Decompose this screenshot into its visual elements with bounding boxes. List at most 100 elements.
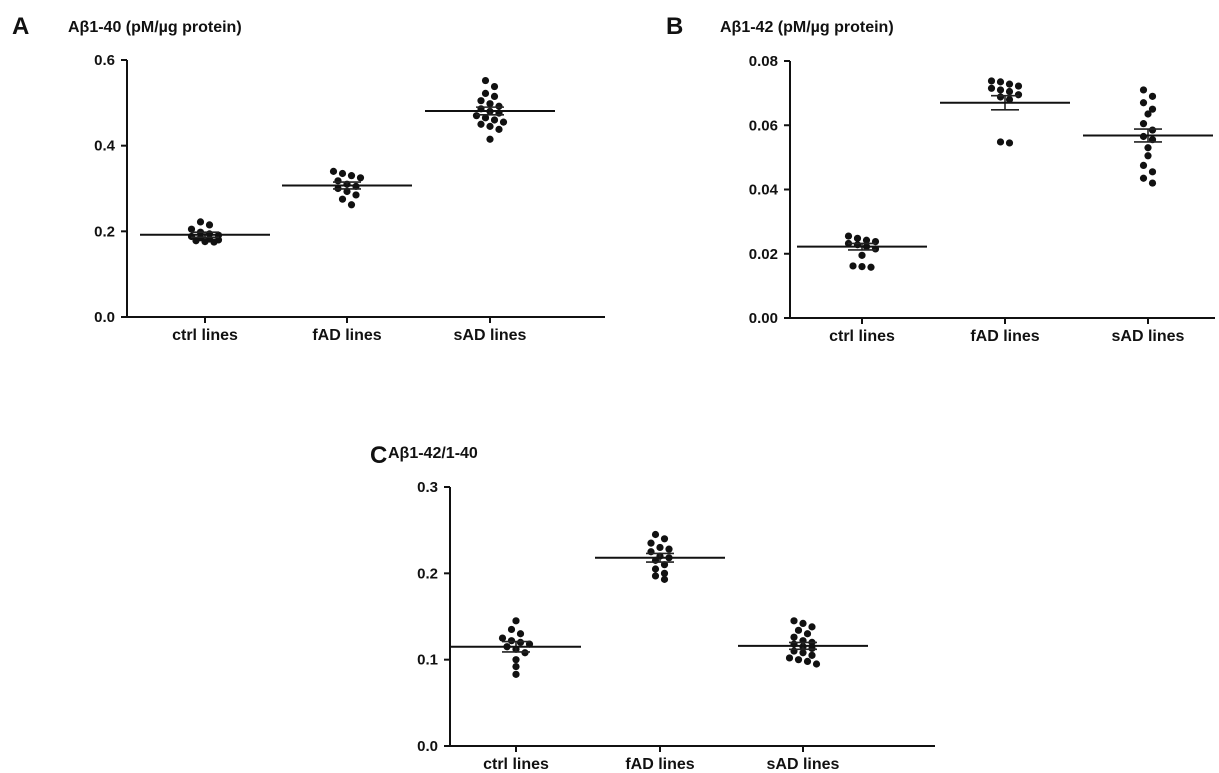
panel-a-data-point xyxy=(347,201,356,209)
panel-a-title: Aβ1-40 (pM/µg protein) xyxy=(68,19,242,36)
panel-c-data-point xyxy=(799,619,807,628)
panel-a-data-point xyxy=(477,97,485,105)
panel-c-data-point xyxy=(516,638,525,647)
panel-c-data-point xyxy=(512,662,520,671)
panel-a-data-point xyxy=(205,221,214,229)
panel-c-data-point xyxy=(507,625,516,634)
panel-b-y-tick-label: 0.04 xyxy=(749,182,779,199)
panel-b-y-tick-label: 0.02 xyxy=(749,246,778,263)
panel-a-data-point xyxy=(490,82,499,91)
panel-b-category-label: fAD lines xyxy=(970,328,1039,345)
panel-b-data-point xyxy=(1144,110,1152,118)
panel-a-y-tick-label: 0.4 xyxy=(94,138,116,155)
panel-b-data-point xyxy=(858,263,866,271)
panel-a-y-tick-label: 0.0 xyxy=(94,309,115,326)
panel-c-data-point xyxy=(803,630,812,638)
panel-b-letter: B xyxy=(666,13,683,40)
panel-b-data-point xyxy=(1139,174,1148,182)
panel-b-data-point xyxy=(996,93,1005,101)
panel-b-data-point xyxy=(1005,80,1014,88)
panel-b-y-tick-label: 0.06 xyxy=(749,117,778,134)
panel-b-data-point xyxy=(1148,126,1157,134)
panel-b-data-point xyxy=(1139,120,1148,128)
panel-c-data-point xyxy=(660,535,669,543)
panel-b-data-point xyxy=(1139,86,1148,94)
panel-b-data-point xyxy=(1005,95,1014,104)
panel-c-y-tick-label: 0.0 xyxy=(417,738,438,755)
panel-b-data-point xyxy=(849,262,857,270)
panel-b-data-point xyxy=(1005,87,1014,96)
panel-b-category-label: sAD lines xyxy=(1112,328,1185,345)
panel-a-data-point xyxy=(486,100,494,108)
panel-a-data-point xyxy=(187,225,196,233)
panel-a-data-point xyxy=(495,125,503,133)
panel-b-data-point xyxy=(1139,161,1148,170)
panel-c-data-point xyxy=(651,530,660,539)
panel-a-data-point xyxy=(338,169,347,178)
panel-c-data-point xyxy=(790,633,798,641)
panel-c-y-tick-label: 0.3 xyxy=(417,479,438,496)
panel-c-data-point xyxy=(799,649,807,657)
panel-b-y-tick-label: 0.08 xyxy=(749,53,778,70)
panel-a-data-point xyxy=(201,238,209,246)
panel-a-category-label: ctrl lines xyxy=(172,327,238,344)
panel-c-data-point xyxy=(785,654,794,662)
panel-c-data-point xyxy=(498,634,507,642)
panel-c-data-point xyxy=(651,572,660,580)
panel-a: A Aβ1-40 (pM/µg protein) 0.0 0.2 0.4 0.6 ctr… xyxy=(12,13,605,344)
panel-b-data-point xyxy=(996,86,1005,94)
panel-a-data-point xyxy=(486,135,494,143)
panel-c-data-point xyxy=(660,575,669,583)
panel-a-data-point xyxy=(490,116,499,124)
panel-c-data-point xyxy=(647,539,655,547)
panel-a-letter: A xyxy=(12,13,29,40)
panel-a-data-point xyxy=(347,172,356,180)
panel-a-category-label: fAD lines xyxy=(312,327,381,344)
panel-c-data-point xyxy=(812,660,821,668)
panel-a-data-point xyxy=(472,112,481,120)
panel-c-data-point xyxy=(516,630,525,638)
panel-c: C Aβ1-42/1-40 0.0 0.1 0.2 0.3 ctrl lines fAD … xyxy=(370,442,935,773)
panel-a-data-point xyxy=(499,118,508,126)
panel-a-data-point xyxy=(352,191,360,199)
panel-a-data-point xyxy=(329,167,338,175)
panel-c-data-point xyxy=(507,637,516,645)
panel-b-data-point xyxy=(1148,92,1157,100)
panel-c-y-tick-label: 0.1 xyxy=(417,652,438,669)
panel-b-data-point xyxy=(996,78,1005,86)
panel-a-data-point xyxy=(334,177,342,185)
panel-a-data-point xyxy=(481,76,490,85)
panel-b-y-tick-label: 0.00 xyxy=(749,310,778,327)
panel-c-data-point xyxy=(512,617,520,625)
panel-b-data-point xyxy=(867,263,875,271)
panel-b-title: Aβ1-42 (pM/µg protein) xyxy=(720,19,894,36)
panel-b-data-point xyxy=(1144,144,1152,152)
panel-b-data-point xyxy=(844,232,853,240)
panel-a-data-point xyxy=(338,195,347,203)
panel-a-data-point xyxy=(196,218,205,226)
panel-c-y-tick-label: 0.2 xyxy=(417,565,438,582)
panel-b-category-label: ctrl lines xyxy=(829,328,895,345)
panel-a-y-tick-label: 0.6 xyxy=(94,52,115,69)
panel-c-data-point xyxy=(660,569,669,577)
panel-b-data-point xyxy=(987,84,996,92)
panel-c-data-point xyxy=(794,656,803,664)
panel-c-data-point xyxy=(794,626,803,634)
panel-c-data-point xyxy=(808,623,816,631)
panel-a-y-tick-label: 0.2 xyxy=(94,223,115,240)
panel-a-data-point xyxy=(356,174,365,182)
panel-b-data-point xyxy=(1014,82,1023,90)
panel-c-category-label: sAD lines xyxy=(767,756,840,773)
panel-b-data-point xyxy=(987,77,996,85)
panel-b-data-point xyxy=(1139,99,1148,107)
panel-a-category-label: sAD lines xyxy=(454,327,527,344)
panel-b-data-point xyxy=(1014,91,1023,99)
panel-a-data-point xyxy=(210,238,218,246)
panel-b-data-point xyxy=(1148,105,1157,113)
panel-a-data-point xyxy=(481,89,490,98)
panel-a-data-point xyxy=(490,92,499,101)
panel-c-data-point xyxy=(803,657,812,665)
panel-c-category-label: ctrl lines xyxy=(483,756,549,773)
panel-c-data-point xyxy=(651,565,660,573)
